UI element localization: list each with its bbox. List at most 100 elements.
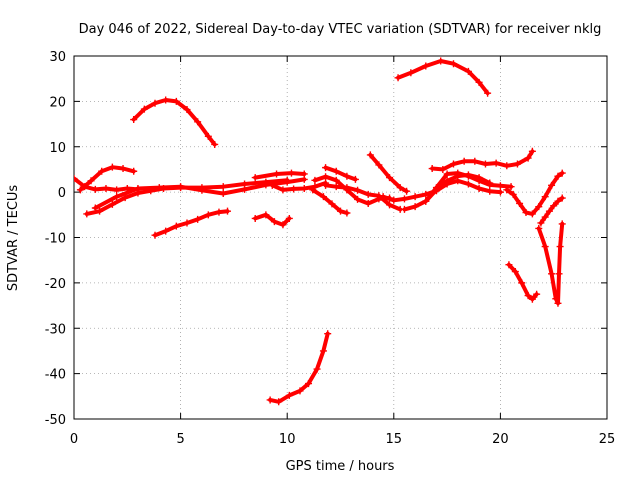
data-point (507, 183, 515, 191)
data-point (324, 330, 332, 338)
data-point (151, 231, 159, 239)
data-point (550, 202, 558, 210)
data-point (285, 214, 293, 222)
data-point (407, 69, 415, 77)
series-arc-9 (266, 330, 332, 406)
data-point (496, 188, 504, 196)
data-point (290, 185, 298, 193)
data-point (198, 186, 206, 194)
series-arc-4 (76, 163, 138, 194)
data-point (287, 169, 295, 177)
data-point (266, 396, 274, 404)
data-point (396, 184, 404, 192)
data-point (558, 220, 566, 228)
data-point (275, 398, 283, 406)
data-point (343, 172, 351, 180)
data-point (518, 279, 526, 287)
y-tick-label: -30 (45, 322, 66, 337)
data-point (394, 74, 402, 82)
data-point (505, 261, 513, 269)
data-point (194, 215, 202, 223)
data-point (219, 183, 227, 191)
data-point (283, 178, 291, 186)
series-line (268, 331, 330, 404)
data-point (386, 201, 394, 209)
data-point (140, 105, 148, 113)
data-point (464, 180, 472, 188)
series-line (368, 152, 409, 194)
data-point (537, 219, 545, 227)
data-point (471, 157, 479, 165)
data-point (535, 203, 543, 211)
series-arc-14 (309, 186, 351, 217)
data-point (364, 190, 372, 198)
data-point (437, 57, 445, 65)
data-point (486, 181, 494, 189)
data-point (224, 207, 232, 215)
data-point (328, 200, 336, 208)
data-point (311, 176, 319, 184)
data-point (241, 185, 249, 193)
data-point (545, 207, 553, 215)
data-point (130, 167, 138, 175)
data-point (511, 268, 519, 276)
data-point (354, 195, 362, 203)
data-point (172, 97, 180, 105)
data-point (366, 151, 374, 159)
data-point (522, 209, 530, 217)
data-point (183, 106, 191, 114)
data-point (155, 184, 163, 192)
series-line (310, 187, 349, 215)
series-arc-22 (505, 261, 541, 303)
grid (74, 56, 607, 419)
data-point (204, 132, 212, 140)
y-tick-label: -50 (45, 413, 66, 428)
data-point (96, 207, 104, 215)
data-point (443, 177, 451, 185)
data-point (279, 186, 287, 194)
data-point (528, 147, 536, 155)
plot-frame (73, 55, 608, 420)
data-point (262, 211, 270, 219)
data-point (87, 177, 95, 185)
y-tick-label: 20 (49, 95, 66, 110)
data-point (503, 186, 511, 194)
series-arc-15 (322, 164, 359, 183)
data-point (262, 181, 270, 189)
data-point (279, 221, 287, 229)
data-point (251, 214, 259, 222)
data-point (541, 193, 549, 201)
series-arc-19 (428, 147, 536, 173)
data-point (130, 116, 138, 124)
data-point (454, 169, 462, 177)
series-arc-20 (422, 169, 515, 205)
data-point (151, 99, 159, 107)
data-point (270, 218, 278, 226)
series-arc-23 (535, 220, 566, 307)
data-point (541, 213, 549, 221)
data-point (379, 193, 387, 201)
data-point (273, 170, 281, 178)
data-point (422, 197, 430, 205)
series-arc-21 (503, 169, 566, 218)
data-point (555, 270, 563, 278)
data-point (162, 227, 170, 235)
x-tick-label: 0 (70, 432, 78, 447)
data-point (554, 299, 562, 307)
data-point (322, 164, 330, 172)
series-arc-8 (251, 211, 293, 229)
x-tick-label: 15 (386, 432, 403, 447)
data-point (516, 199, 524, 207)
data-series (74, 57, 566, 406)
data-point (211, 140, 219, 148)
x-tick-label: 25 (599, 432, 616, 447)
y-tick-label: 30 (49, 50, 66, 65)
x-tick-label: 10 (279, 432, 296, 447)
series-arc-1 (130, 96, 219, 148)
data-point (172, 222, 180, 230)
data-point (300, 170, 308, 178)
data-point (351, 175, 359, 183)
series-arc-7 (151, 207, 232, 239)
series-line (323, 165, 358, 182)
series-arc-2 (394, 57, 492, 97)
